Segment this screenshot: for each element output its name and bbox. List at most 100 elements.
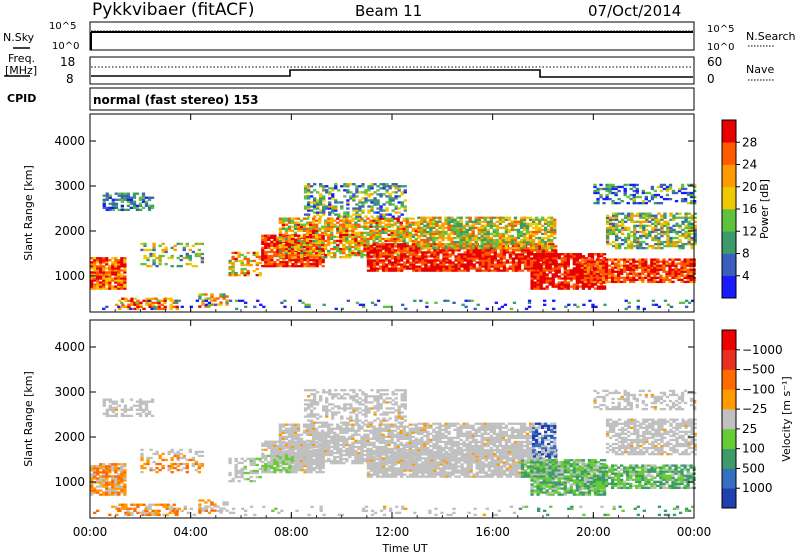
heatmap-cell xyxy=(328,203,332,206)
heatmap-cell xyxy=(303,195,308,198)
heatmap-cell xyxy=(170,448,174,452)
heatmap-cell xyxy=(152,244,156,248)
heatmap-cell xyxy=(523,251,528,254)
heatmap-cell xyxy=(566,283,570,286)
heatmap-cell xyxy=(333,255,337,259)
heatmap-cell xyxy=(381,269,386,272)
heatmap-cell xyxy=(547,240,551,244)
heatmap-cell xyxy=(366,257,371,260)
heatmap-cell xyxy=(671,264,675,267)
heatmap-cell xyxy=(412,245,416,248)
heatmap-cell xyxy=(480,238,484,242)
heatmap-cell xyxy=(102,481,106,484)
heatmap-cell xyxy=(605,220,610,223)
heatmap-cell xyxy=(690,228,694,232)
heatmap-cell xyxy=(530,281,534,284)
heatmap-cell xyxy=(334,187,338,190)
heatmap-cell xyxy=(447,238,451,242)
heatmap-cell xyxy=(669,214,673,217)
heatmap-cell xyxy=(111,414,115,418)
heatmap-cell xyxy=(627,238,631,242)
heatmap-cell xyxy=(560,257,564,260)
heatmap-cell xyxy=(550,232,554,236)
heatmap-cell xyxy=(690,232,694,236)
heatmap-cell xyxy=(290,221,295,224)
heatmap-cell xyxy=(545,253,549,256)
heatmap-cell xyxy=(334,199,338,202)
heatmap-cell xyxy=(96,279,100,282)
heatmap-cell xyxy=(252,479,256,483)
heatmap-cell xyxy=(198,499,202,502)
heatmap-cell xyxy=(426,244,430,248)
heatmap-cell xyxy=(261,242,265,246)
heatmap-cell xyxy=(105,467,109,470)
heatmap-cell xyxy=(475,247,479,250)
heatmap-cell xyxy=(387,269,392,272)
heatmap-cell xyxy=(520,249,525,252)
heatmap-cell xyxy=(578,273,583,276)
heatmap-cell xyxy=(311,219,316,222)
heatmap-cell xyxy=(324,223,328,226)
heatmap-cell xyxy=(466,251,470,254)
heatmap-cell xyxy=(470,299,474,302)
heatmap-cell xyxy=(348,233,352,237)
heatmap-cell xyxy=(550,222,554,225)
heatmap-cell xyxy=(390,231,394,234)
heatmap-cell xyxy=(393,223,397,226)
heatmap-cell xyxy=(536,275,540,278)
heatmap-cell xyxy=(102,400,106,403)
heatmap-cell xyxy=(627,214,631,217)
heatmap-cell xyxy=(234,273,238,277)
heatmap-cell xyxy=(258,261,262,265)
heatmap-cell xyxy=(264,234,268,237)
heatmap-cell xyxy=(312,197,317,200)
heatmap-cell xyxy=(132,200,137,203)
heatmap-cell xyxy=(548,261,552,264)
heatmap-cell xyxy=(397,267,401,270)
heatmap-cell xyxy=(399,237,403,241)
heatmap-cell xyxy=(513,220,518,223)
heatmap-cell xyxy=(683,276,687,279)
heatmap-cell xyxy=(279,262,283,266)
heatmap-cell xyxy=(204,299,209,302)
heatmap-cell xyxy=(578,261,583,264)
heatmap-cell xyxy=(273,240,277,243)
heatmap-cell xyxy=(261,256,265,260)
heatmap-cell xyxy=(267,244,271,248)
heatmap-cell xyxy=(616,266,621,269)
heatmap-cell xyxy=(390,225,394,228)
heatmap-cell xyxy=(671,276,675,279)
heatmap-cell xyxy=(93,473,97,476)
heatmap-cell xyxy=(354,233,358,237)
heatmap-cell xyxy=(90,285,94,288)
heatmap-cell xyxy=(463,257,467,260)
heatmap-cell xyxy=(197,466,202,470)
heatmap-cell xyxy=(629,183,633,187)
heatmap-cell xyxy=(255,251,259,255)
heatmap-cell xyxy=(596,199,600,203)
heatmap-cell xyxy=(681,220,685,223)
heatmap-cell xyxy=(681,216,685,219)
heatmap-cell xyxy=(330,229,334,232)
heatmap-cell xyxy=(671,189,676,193)
heatmap-cell xyxy=(185,470,189,474)
heatmap-cell xyxy=(424,269,428,272)
heatmap-cell xyxy=(308,233,313,237)
heatmap-cell xyxy=(327,233,331,237)
heatmap-cell xyxy=(423,228,427,232)
heatmap-cell xyxy=(150,414,155,418)
heatmap-cell xyxy=(690,236,694,240)
heatmap-cell xyxy=(414,241,418,245)
heatmap-cell xyxy=(680,264,684,267)
heatmap-cell xyxy=(639,226,643,230)
heatmap-cell xyxy=(234,251,238,255)
heatmap-cell xyxy=(693,216,697,219)
heatmap-cell xyxy=(653,201,658,205)
heatmap-cell xyxy=(267,234,271,237)
heatmap-cell xyxy=(322,203,326,206)
heatmap-cell xyxy=(632,274,636,277)
heatmap-cell xyxy=(484,251,488,254)
heatmap-cell xyxy=(194,468,199,472)
heatmap-cell xyxy=(143,254,147,258)
heatmap-cell xyxy=(432,246,436,250)
